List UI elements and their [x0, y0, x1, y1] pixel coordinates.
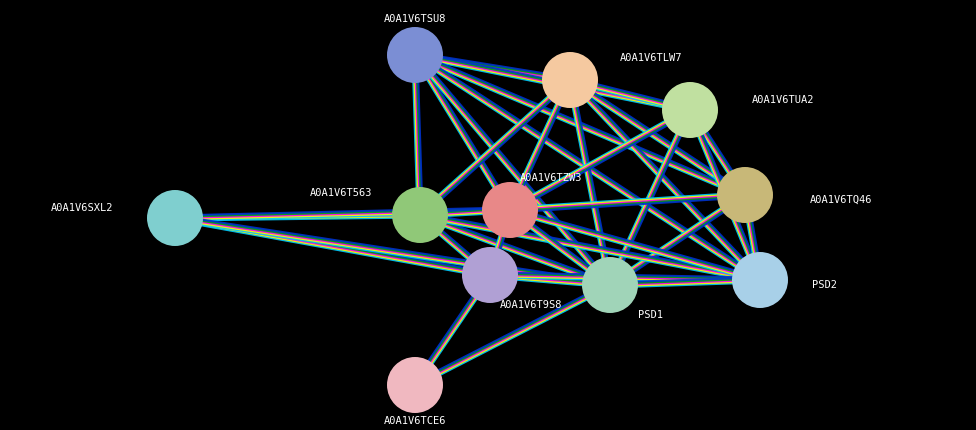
Text: A0A1V6TZW3: A0A1V6TZW3	[520, 173, 583, 183]
Text: A0A1V6T9S8: A0A1V6T9S8	[500, 300, 562, 310]
Circle shape	[387, 357, 443, 413]
Text: A0A1V6SXL2: A0A1V6SXL2	[51, 203, 113, 213]
Text: A0A1V6TLW7: A0A1V6TLW7	[620, 53, 682, 63]
Text: A0A1V6TCE6: A0A1V6TCE6	[384, 416, 446, 426]
Circle shape	[482, 182, 538, 238]
Circle shape	[147, 190, 203, 246]
Text: PSD2: PSD2	[812, 280, 837, 290]
Circle shape	[387, 27, 443, 83]
Circle shape	[462, 247, 518, 303]
Text: A0A1V6TUA2: A0A1V6TUA2	[752, 95, 815, 105]
Circle shape	[732, 252, 788, 308]
Text: PSD1: PSD1	[638, 310, 663, 320]
Circle shape	[542, 52, 598, 108]
Circle shape	[717, 167, 773, 223]
Circle shape	[662, 82, 718, 138]
Circle shape	[582, 257, 638, 313]
Text: A0A1V6T563: A0A1V6T563	[309, 188, 372, 198]
Text: A0A1V6TSU8: A0A1V6TSU8	[384, 14, 446, 24]
Circle shape	[392, 187, 448, 243]
Text: A0A1V6TQ46: A0A1V6TQ46	[810, 195, 873, 205]
